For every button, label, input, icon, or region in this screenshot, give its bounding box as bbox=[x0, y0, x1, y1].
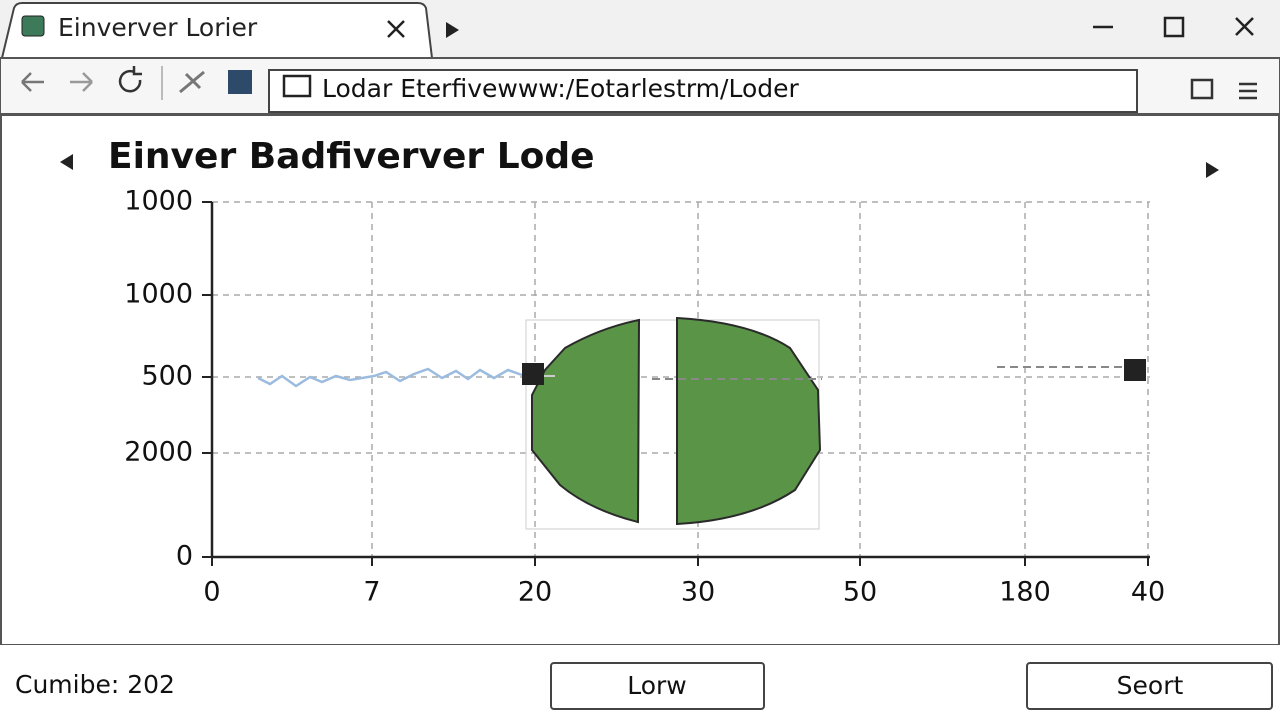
x-tick-label: 7 bbox=[363, 577, 380, 608]
terminal-button[interactable] bbox=[228, 70, 252, 94]
chart-title: Einver Badfiverver Lode bbox=[108, 136, 595, 177]
tab[interactable] bbox=[0, 1, 434, 59]
menu-button[interactable] bbox=[1239, 82, 1257, 100]
forward-button[interactable] bbox=[70, 72, 93, 92]
x-tick-label: 30 bbox=[681, 577, 715, 608]
green-shape-right bbox=[676, 316, 822, 526]
button[interactable] bbox=[550, 662, 765, 710]
y-tick-label: 500 bbox=[141, 361, 193, 392]
tab-close[interactable] bbox=[387, 20, 405, 38]
button-label: Lorw bbox=[627, 671, 687, 700]
url: Lodar Eterfivewww:/Eotarlestrm/Loder bbox=[322, 74, 799, 103]
back-button[interactable] bbox=[21, 72, 44, 92]
tab-next[interactable] bbox=[446, 22, 459, 38]
reload-button[interactable] bbox=[118, 66, 142, 93]
prev-arrow[interactable] bbox=[60, 154, 73, 170]
extension-button[interactable] bbox=[1190, 78, 1214, 100]
x-tick-label: 180 bbox=[999, 577, 1051, 608]
tools-button[interactable] bbox=[179, 70, 205, 94]
close[interactable] bbox=[1235, 17, 1254, 36]
button[interactable] bbox=[1026, 662, 1273, 710]
x-tick-label: 50 bbox=[843, 577, 877, 608]
status-text: Cumibe: 202 bbox=[15, 670, 175, 699]
marker bbox=[522, 363, 544, 385]
site-icon bbox=[282, 74, 312, 98]
chart-grid: 1000 1000 500 2000 00 7 20 30 50 180 40 bbox=[124, 186, 1165, 608]
x-tick-label: 20 bbox=[518, 577, 552, 608]
y-tick-label: 0 bbox=[176, 541, 193, 572]
address-bar[interactable] bbox=[268, 69, 1138, 113]
x-tick-label: 0 bbox=[203, 577, 220, 608]
green-shape-left bbox=[531, 318, 641, 524]
x-tick-label: 40 bbox=[1131, 577, 1165, 608]
line-series bbox=[257, 367, 523, 388]
y-tick-label: 2000 bbox=[124, 437, 193, 468]
y-tick-label: 1000 bbox=[124, 186, 193, 217]
tab-icon bbox=[21, 15, 45, 37]
button-label: Seort bbox=[1117, 671, 1184, 700]
tab-title: Einverver Lorier bbox=[58, 13, 258, 42]
next-arrow[interactable] bbox=[1206, 162, 1219, 178]
y-tick-label: 1000 bbox=[124, 279, 193, 310]
marker bbox=[1124, 359, 1146, 381]
maximize[interactable] bbox=[1163, 16, 1185, 38]
